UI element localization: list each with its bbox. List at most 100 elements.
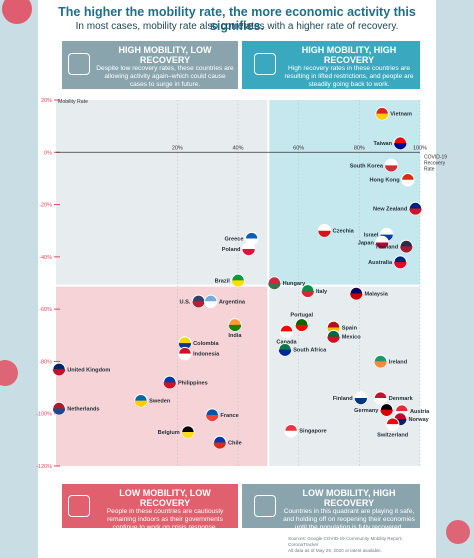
workers-icon [254, 53, 276, 75]
flag-marker-lower [181, 432, 195, 439]
quadrant-bg-top-left [56, 100, 269, 286]
flag-marker-lower [192, 301, 205, 308]
data-point-czechia: Czechia [317, 224, 355, 238]
point-label: Denmark [389, 396, 414, 402]
point-label: United Kingdom [67, 367, 110, 373]
data-point-vietnam: Vietnam [375, 106, 412, 121]
point-label: Germany [354, 408, 379, 414]
quadrant-title: HIGH MOBILITY, LOW RECOVERY [118, 45, 212, 65]
footer-notes: Sources: Google COVID-19 Community Mobil… [288, 536, 428, 554]
data-point-denmark: Denmark [373, 391, 414, 405]
flag-marker-lower [318, 230, 331, 237]
y-tick-label: 0% [44, 150, 52, 156]
x-tick-label: 20% [172, 145, 183, 151]
data-point-south-korea: South Korea [350, 158, 398, 173]
y-tick-label: -80% [39, 359, 52, 365]
data-point-hong-kong: Hong Kong [370, 173, 415, 187]
data-point-india: India [228, 318, 242, 339]
point-label: Philippines [178, 380, 208, 386]
point-label: Malaysia [365, 291, 389, 297]
point-label: South Korea [350, 163, 384, 169]
data-point-malaysia: Malaysia [349, 286, 389, 301]
data-point-ireland: Ireland [373, 354, 408, 369]
data-point-indonesia: Indonesia [178, 346, 220, 361]
data-point-mexico: Mexico [326, 329, 362, 344]
y-axis-label: Mobility Rate [58, 99, 88, 105]
point-label: Vietnam [390, 112, 412, 118]
point-label: Greece [224, 237, 243, 243]
flag-marker-lower [394, 262, 407, 269]
point-label: Singapore [299, 429, 326, 435]
data-point-france: France [205, 408, 239, 422]
point-label: South Africa [293, 348, 327, 354]
flag-marker-lower [278, 349, 292, 356]
point-label: Canada [276, 340, 297, 346]
y-tick-label: -60% [39, 307, 52, 313]
data-point-japan: Japan [358, 235, 389, 250]
flag-marker-lower [350, 293, 363, 300]
x-tick-label: 60% [293, 145, 304, 151]
quadrant-title: LOW MOBILITY, LOW RECOVERY [119, 488, 211, 508]
quadrant-description: Despite low recovery rates, these countr… [96, 65, 234, 89]
point-label: Argentina [219, 299, 246, 305]
data-point-new-zealand: New Zealand [373, 201, 423, 216]
point-label: Norway [408, 417, 429, 423]
flag-marker-lower [213, 442, 226, 449]
flag-marker-lower [409, 208, 422, 215]
point-label: Ireland [389, 359, 408, 365]
flag-marker-lower [242, 249, 255, 256]
virus-icon [446, 520, 470, 544]
point-label: Indonesia [193, 352, 220, 358]
point-label: France [220, 413, 238, 419]
flag-marker-lower [206, 415, 219, 422]
flag-marker-lower [163, 382, 176, 389]
data-point-argentina: Argentina [204, 294, 246, 308]
virus-icon [0, 360, 18, 386]
point-label: India [228, 333, 242, 339]
virus-icon [2, 0, 32, 24]
flag-marker-lower [52, 369, 66, 376]
x-axis-label: COVID-19 Recovery Rate [424, 154, 447, 172]
flag-marker-lower [301, 290, 314, 298]
footer-sources: Sources: Google COVID-19 Community Mobil… [288, 536, 403, 547]
data-point-philippines: Philippines [163, 375, 208, 390]
quadrant-title: LOW MOBILITY, HIGH RECOVERY [302, 488, 396, 508]
flag-marker-lower [228, 324, 242, 332]
flag-marker-lower [268, 283, 281, 290]
y-tick-label: -120% [36, 464, 52, 470]
data-point-singapore: Singapore [284, 424, 327, 438]
data-point-poland: Poland [222, 242, 256, 256]
flag-marker-lower [231, 280, 245, 287]
point-label: Mexico [342, 335, 362, 341]
point-label: Chile [228, 440, 242, 446]
y-tick-label: -40% [39, 255, 52, 261]
data-point-thailand: Thailand [375, 239, 414, 254]
flag-marker-lower [374, 361, 387, 368]
point-label: New Zealand [373, 206, 408, 212]
left-background [0, 0, 38, 558]
point-label: U.S. [179, 299, 190, 305]
flag-marker-lower [327, 336, 340, 343]
flag-marker-lower [280, 331, 293, 338]
point-label: Sweden [149, 399, 171, 405]
data-point-switzerland: Switzerland [377, 417, 409, 438]
point-label: Poland [222, 247, 241, 253]
flag-marker-lower [384, 165, 398, 172]
point-label: Austria [410, 409, 430, 415]
point-label: Italy [316, 289, 328, 295]
flag-marker-lower [375, 242, 389, 249]
data-point-canada: Canada [276, 324, 298, 346]
x-tick-label: 40% [232, 145, 243, 151]
data-point-chile: Chile [213, 435, 242, 450]
quadrant-title: HIGH MOBILITY, HIGH RECOVERY [301, 45, 397, 65]
quadrant-bg-bottom-left [56, 285, 269, 466]
data-point-finland: Finland [333, 391, 368, 405]
warning-icon [68, 53, 90, 75]
point-label: Portugal [290, 313, 313, 319]
footer-date-note: All data as of May 29, 2020 or latest av… [288, 547, 382, 553]
flag-marker-lower [295, 324, 308, 332]
flag-marker-lower [178, 353, 192, 360]
y-tick-label: 20% [41, 98, 52, 104]
point-label: Thailand [375, 244, 399, 250]
